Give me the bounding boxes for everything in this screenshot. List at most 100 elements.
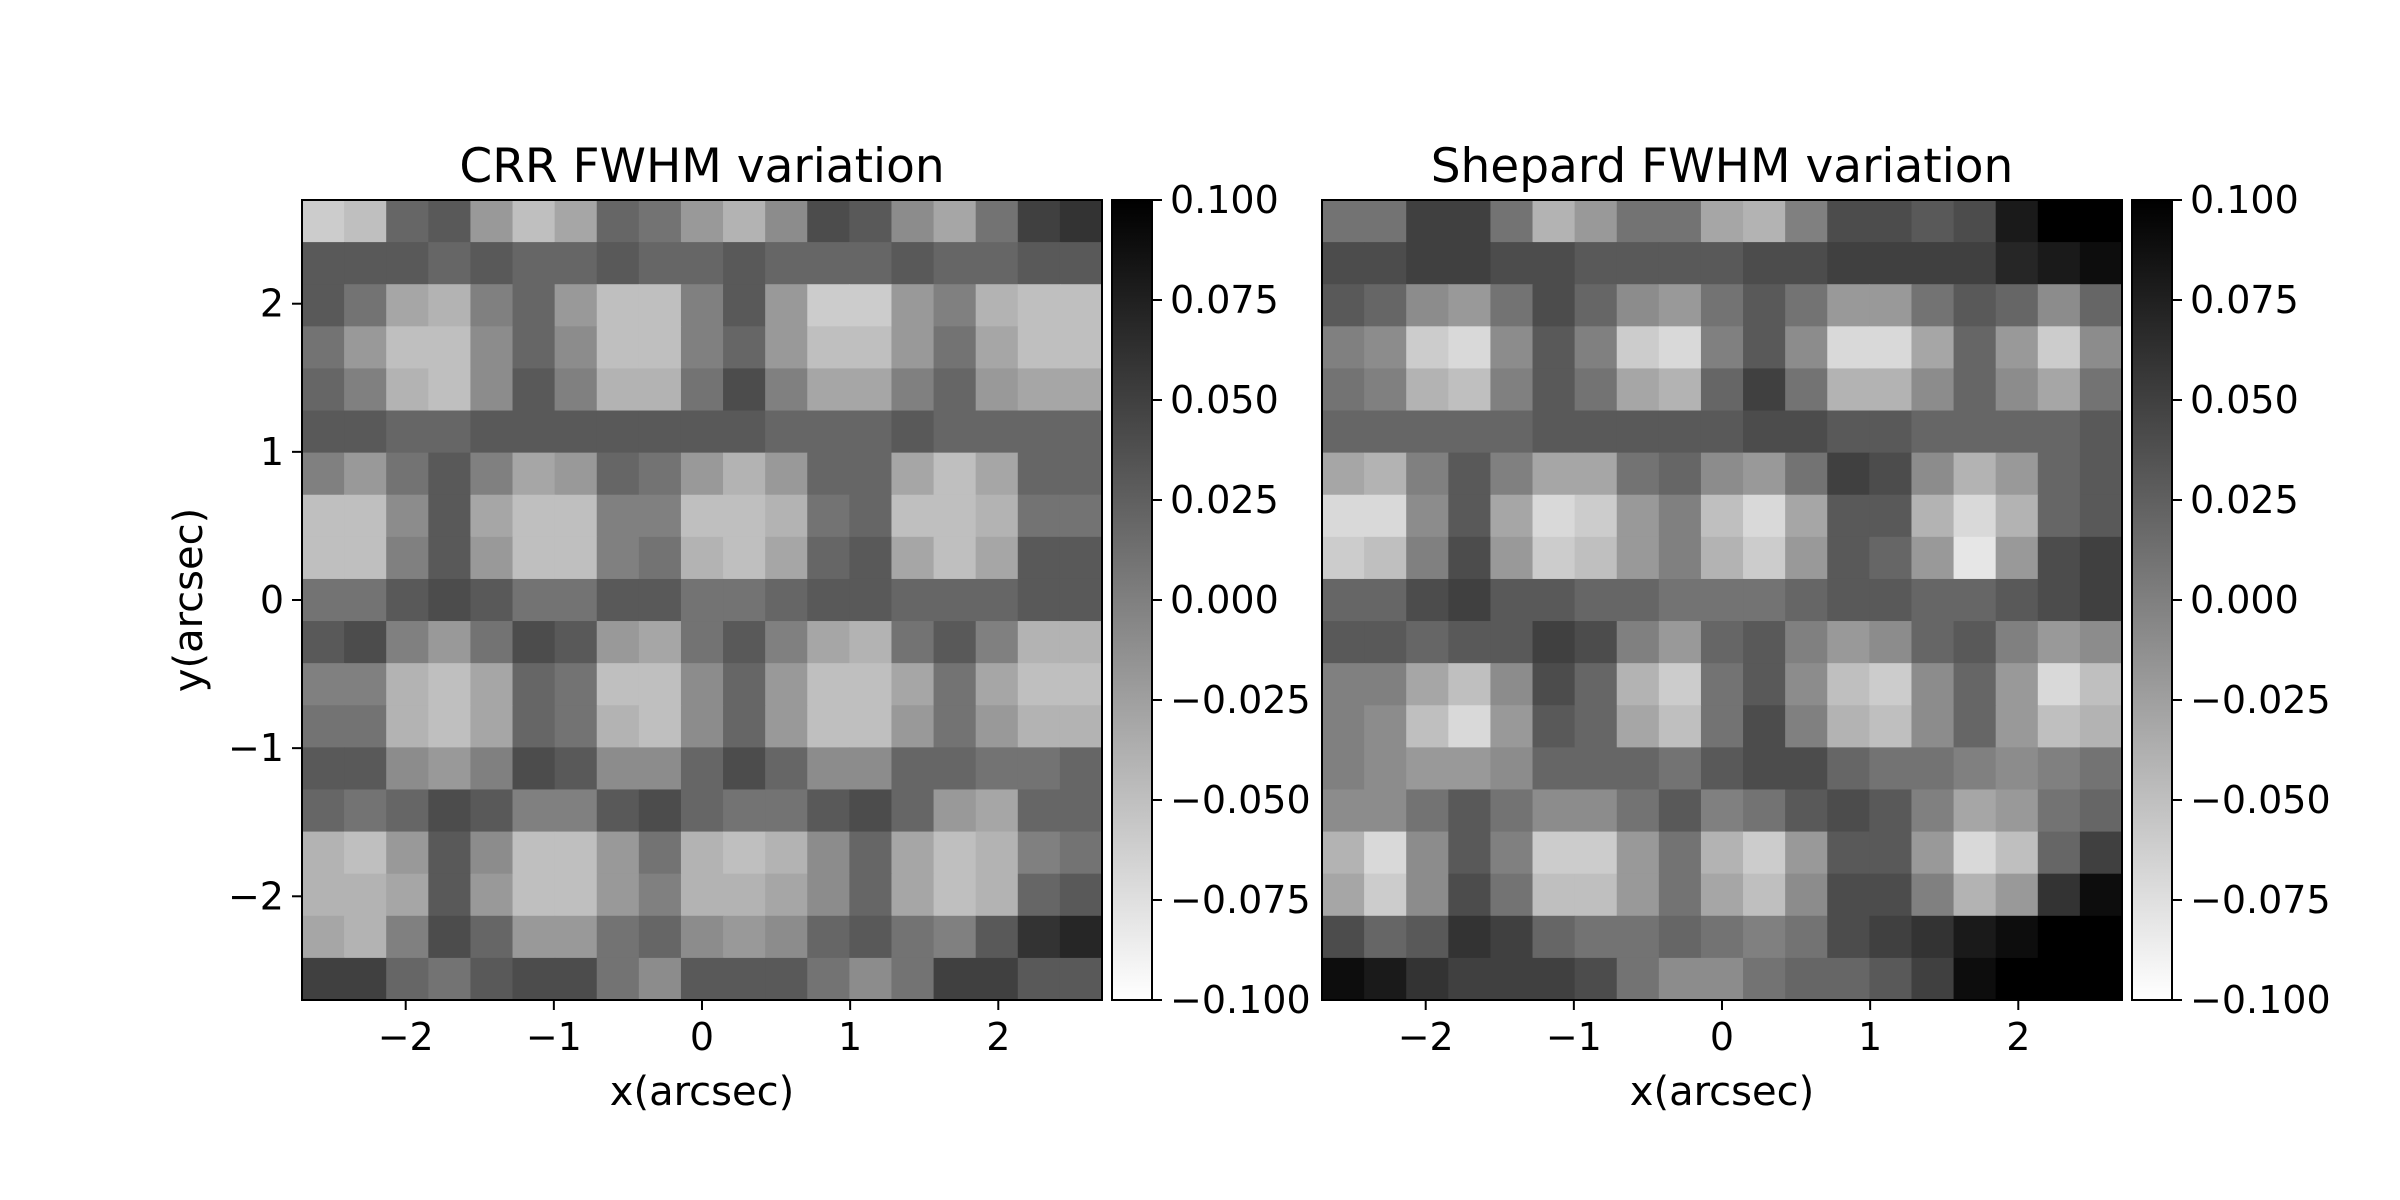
heatmap-cell (1059, 452, 1103, 496)
heatmap-cell (1490, 621, 1534, 664)
heatmap-cell (1574, 536, 1618, 580)
heatmap-cell (933, 200, 977, 243)
heatmap-cell (1785, 915, 1828, 959)
heatmap-cell (512, 789, 556, 833)
heatmap-cell (2037, 242, 2081, 285)
heatmap-cell (554, 578, 598, 622)
heatmap-cell (1869, 957, 1913, 1001)
heatmap-cell (1700, 957, 1744, 1001)
heatmap-cell (2037, 326, 2081, 370)
heatmap-cell (975, 957, 1019, 1001)
heatmap-cell (470, 494, 514, 538)
heatmap-cell (638, 831, 682, 875)
heatmap-cell (1017, 368, 1061, 412)
heatmap-cell (1574, 494, 1618, 538)
heatmap-cell (1700, 831, 1744, 875)
heatmap-cell (302, 915, 345, 959)
heatmap-cell (2079, 368, 2123, 412)
shepard-heatmap (1322, 200, 2123, 1001)
heatmap-cell (2079, 494, 2123, 538)
heatmap-cell (596, 578, 640, 622)
heatmap-cell (1364, 873, 1407, 917)
heatmap-cell (2079, 621, 2123, 664)
heatmap-cell (1827, 831, 1870, 875)
heatmap-cell (428, 578, 472, 622)
heatmap-cell (891, 242, 935, 285)
heatmap-cell (723, 410, 766, 454)
heatmap-cell (1616, 578, 1660, 622)
heatmap-cell (1574, 663, 1618, 706)
heatmap-cell (807, 494, 850, 538)
heatmap-cell (638, 915, 682, 959)
heatmap-cell (1448, 452, 1492, 496)
heatmap-cell (302, 494, 345, 538)
heatmap-cell (596, 663, 640, 706)
heatmap-cell (680, 368, 724, 412)
heatmap-cell (2079, 578, 2123, 622)
heatmap-cell (428, 831, 472, 875)
heatmap-cell (344, 326, 387, 370)
heatmap-cell (765, 452, 808, 496)
heatmap-cell (1490, 915, 1534, 959)
heatmap-cell (1364, 663, 1407, 706)
heatmap-cell (1827, 915, 1870, 959)
heatmap-cell (723, 957, 766, 1001)
heatmap-cell (807, 957, 850, 1001)
heatmap-cell (1448, 705, 1492, 748)
heatmap-cell (680, 957, 724, 1001)
heatmap-cell (1700, 621, 1744, 664)
heatmap-cell (386, 789, 429, 833)
heatmap-cell (723, 915, 766, 959)
heatmap-cell (2037, 578, 2081, 622)
x-tick-label: 0 (1710, 1015, 1734, 1059)
heatmap-cell (386, 410, 429, 454)
heatmap-cell (554, 915, 598, 959)
heatmap-cell (2079, 789, 2123, 833)
heatmap-cell (1532, 663, 1576, 706)
heatmap-cell (1017, 536, 1061, 580)
heatmap-cell (723, 578, 766, 622)
heatmap-cell (1995, 747, 2039, 791)
heatmap-cell (1700, 200, 1744, 243)
heatmap-cell (1017, 410, 1061, 454)
heatmap-cell (1995, 284, 2039, 327)
heatmap-cell (1953, 368, 1997, 412)
heatmap-cell (849, 705, 893, 748)
heatmap-cell (1911, 536, 1955, 580)
heatmap-cell (1364, 705, 1407, 748)
heatmap-cell (1911, 368, 1955, 412)
heatmap-cell (891, 494, 935, 538)
heatmap-cell (1490, 284, 1534, 327)
heatmap-cell (1785, 705, 1828, 748)
x-tick-label: −2 (1398, 1015, 1454, 1059)
heatmap-cell (723, 368, 766, 412)
heatmap-cell (1995, 621, 2039, 664)
heatmap-cell (1616, 410, 1660, 454)
heatmap-cell (554, 831, 598, 875)
heatmap-cell (1406, 663, 1449, 706)
heatmap-cell (428, 915, 472, 959)
heatmap-cell (849, 410, 893, 454)
heatmap-cell (1448, 578, 1492, 622)
heatmap-cell (1616, 705, 1660, 748)
heatmap-cell (596, 410, 640, 454)
heatmap-cell (849, 831, 893, 875)
heatmap-cell (1017, 957, 1061, 1001)
heatmap-cell (765, 284, 808, 327)
heatmap-cell (1574, 284, 1618, 327)
heatmap-cell (1364, 452, 1407, 496)
heatmap-cell (2037, 873, 2081, 917)
heatmap-cell (1869, 915, 1913, 959)
heatmap-cell (807, 452, 850, 496)
heatmap-cell (723, 705, 766, 748)
y-tick-label: −2 (228, 874, 284, 918)
heatmap-cell (1574, 242, 1618, 285)
heatmap-cell (554, 536, 598, 580)
heatmap-cell (1406, 621, 1449, 664)
heatmap-cell (638, 957, 682, 1001)
heatmap-cell (1827, 494, 1870, 538)
heatmap-cell (807, 200, 850, 243)
heatmap-cell (596, 915, 640, 959)
heatmap-cell (807, 621, 850, 664)
heatmap-cell (1490, 326, 1534, 370)
